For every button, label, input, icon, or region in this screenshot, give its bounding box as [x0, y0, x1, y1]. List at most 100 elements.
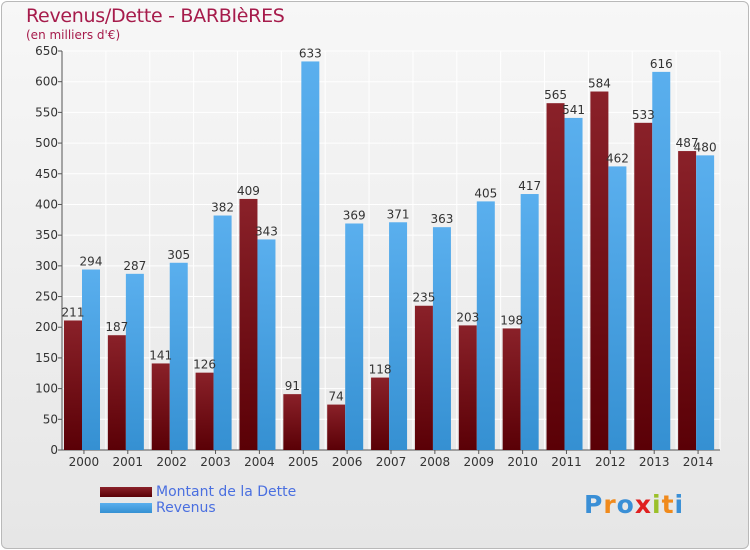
bar-revenus-2011 — [564, 117, 583, 450]
data-label-revenus-2006: 369 — [343, 208, 366, 222]
data-label-dette-2000: 211 — [62, 305, 85, 319]
x-tick-label-2012: 2012 — [595, 455, 626, 469]
y-tick-label-450: 450 — [35, 167, 58, 181]
x-tick-label-2007: 2007 — [376, 455, 407, 469]
bar-dette-2012 — [590, 91, 609, 450]
y-tick-label-100: 100 — [35, 382, 58, 396]
y-tick-label-0: 0 — [50, 443, 58, 457]
data-label-dette-2006: 74 — [329, 390, 344, 404]
x-tick-label-2013: 2013 — [639, 455, 670, 469]
data-label-dette-2003: 126 — [193, 358, 216, 372]
bar-revenus-2001 — [125, 273, 144, 450]
bar-dette-2002 — [151, 363, 170, 450]
axes: 0 50 100 150 200 250 300 350 400 450 500 550 600 650 2… — [35, 44, 720, 469]
x-tick-label-2006: 2006 — [332, 455, 363, 469]
data-label-revenus-2010: 417 — [518, 179, 541, 193]
data-label-dette-2004: 409 — [237, 184, 260, 198]
data-label-dette-2002: 141 — [149, 348, 172, 362]
bar-revenus-2010 — [520, 194, 539, 450]
data-label-revenus-2011: 541 — [562, 103, 585, 117]
x-tick-label-2004: 2004 — [244, 455, 275, 469]
data-label-dette-2011: 565 — [544, 88, 567, 102]
bar-revenus-2005 — [301, 61, 320, 450]
x-tick-label-2011: 2011 — [551, 455, 582, 469]
data-label-dette-2005: 91 — [285, 379, 300, 393]
x-tick-label-2000: 2000 — [69, 455, 100, 469]
bar-revenus-2000 — [82, 269, 100, 450]
y-tick-label-400: 400 — [35, 197, 58, 211]
chart-title: Revenus/Dette - BARBIèRES — [26, 5, 285, 27]
chart-unit-label: (en milliers d'€) — [26, 28, 121, 42]
y-tick-label-200: 200 — [35, 320, 58, 334]
data-label-dette-2008: 235 — [412, 291, 435, 305]
y-tick-label-50: 50 — [43, 412, 58, 426]
x-tick-label-2014: 2014 — [683, 455, 714, 469]
data-label-dette-2001: 187 — [105, 320, 128, 334]
legend: Montant de la Dette Revenus — [100, 484, 296, 516]
bar-dette-2003 — [195, 372, 214, 450]
legend-item-revenus: Revenus — [100, 500, 296, 516]
bar-dette-2005 — [283, 394, 302, 450]
data-label-dette-2013: 533 — [632, 108, 655, 122]
legend-label-dette: Montant de la Dette — [156, 484, 297, 500]
bar-revenus-2008 — [432, 227, 451, 450]
y-tick-label-650: 650 — [35, 44, 58, 58]
bar-revenus-2004 — [257, 239, 276, 450]
data-label-revenus-2005: 633 — [299, 46, 322, 60]
bar-revenus-2003 — [213, 215, 232, 450]
bar-revenus-2013 — [652, 71, 671, 451]
bar-revenus-2006 — [345, 223, 364, 450]
y-tick-label-600: 600 — [35, 75, 58, 89]
data-label-revenus-2014: 480 — [694, 140, 717, 154]
bar-dette-2007 — [371, 377, 390, 450]
bar-dette-2014 — [678, 151, 697, 450]
x-tick-label-2001: 2001 — [113, 455, 144, 469]
bars — [64, 61, 715, 451]
data-label-revenus-2002: 305 — [167, 248, 190, 262]
bar-revenus-2014 — [696, 155, 715, 450]
bar-dette-2008 — [414, 305, 433, 450]
bar-dette-2013 — [634, 122, 653, 450]
bar-dette-2011 — [546, 103, 565, 450]
logo-letter: i — [674, 490, 685, 519]
y-tick-label-150: 150 — [35, 351, 58, 365]
data-label-revenus-2012: 462 — [606, 151, 629, 165]
bar-dette-2010 — [502, 328, 521, 450]
y-tick-label-300: 300 — [35, 259, 58, 273]
data-label-revenus-2008: 363 — [430, 212, 453, 226]
bar-dette-2006 — [327, 404, 346, 450]
legend-swatch-revenus — [100, 503, 152, 513]
data-label-revenus-2009: 405 — [474, 186, 497, 200]
bar-dette-2009 — [458, 325, 477, 450]
x-tick-label-2003: 2003 — [200, 455, 231, 469]
data-label-revenus-2007: 371 — [387, 207, 410, 221]
logo-letter: x — [634, 490, 652, 519]
data-label-revenus-2003: 382 — [211, 201, 234, 215]
bar-dette-2000 — [64, 320, 82, 450]
data-label-dette-2014: 487 — [676, 136, 699, 150]
legend-item-dette: Montant de la Dette — [100, 484, 296, 500]
x-tick-label-2005: 2005 — [288, 455, 319, 469]
x-tick-label-2009: 2009 — [463, 455, 494, 469]
bar-revenus-2012 — [608, 166, 627, 450]
data-label-dette-2012: 584 — [588, 77, 611, 91]
bar-revenus-2002 — [169, 262, 188, 450]
bar-dette-2001 — [107, 335, 126, 450]
data-label-dette-2007: 118 — [369, 363, 392, 377]
legend-swatch-dette — [100, 487, 152, 497]
data-label-revenus-2004: 343 — [255, 224, 278, 238]
y-tick-label-250: 250 — [35, 290, 58, 304]
data-label-revenus-2013: 616 — [650, 57, 673, 71]
data-label-dette-2009: 203 — [456, 310, 479, 324]
data-label-revenus-2001: 287 — [123, 259, 146, 273]
logo-letter: o — [616, 490, 635, 519]
data-label-dette-2010: 198 — [500, 313, 523, 327]
x-tick-label-2002: 2002 — [156, 455, 187, 469]
y-tick-label-350: 350 — [35, 228, 58, 242]
bar-dette-2004 — [239, 198, 258, 450]
logo-letter: i — [652, 490, 662, 519]
x-tick-label-2008: 2008 — [420, 455, 451, 469]
logo-letter: r — [603, 490, 617, 519]
